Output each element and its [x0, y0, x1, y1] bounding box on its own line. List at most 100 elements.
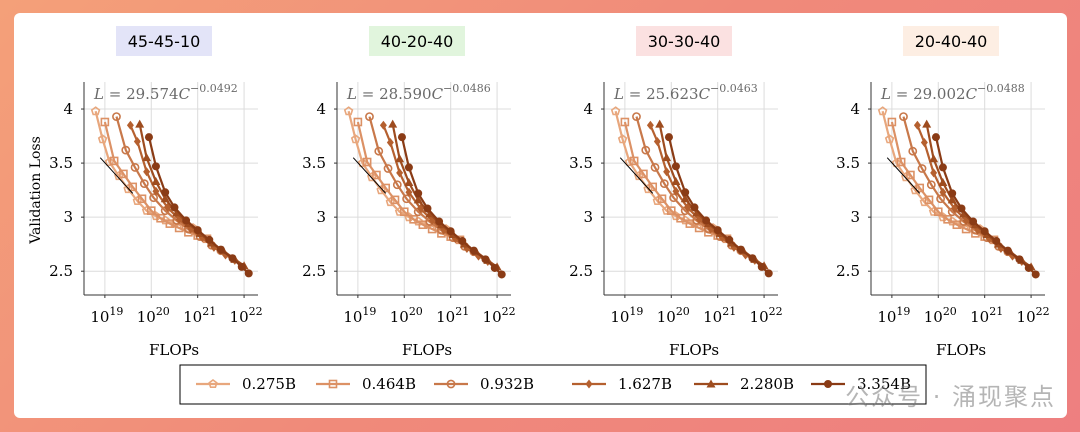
- data-point: [135, 119, 145, 128]
- legend-label: 3.354B: [857, 375, 911, 393]
- data-point: [653, 136, 661, 146]
- data-point: [877, 106, 888, 116]
- data-point: [643, 184, 653, 194]
- legend-label: 2.280B: [740, 375, 794, 393]
- fit-line: [886, 157, 921, 194]
- data-point: [652, 195, 663, 205]
- data-point: [901, 172, 911, 182]
- x-tick-label: 1019: [343, 305, 376, 326]
- panel-30-30-40: 30-30-40 2.5 3 3.5 4 1019 1020 1021 1022 FLOPs L =…: [569, 26, 783, 359]
- fit-formula: L = 28.590C−0.0486: [346, 82, 491, 103]
- panel-title-badge: [369, 26, 465, 56]
- x-axis-label: FLOPs: [936, 341, 986, 359]
- data-point: [663, 167, 671, 177]
- series-line: [129, 124, 236, 262]
- data-point: [694, 223, 704, 233]
- data-point: [133, 136, 141, 146]
- data-point: [144, 133, 153, 142]
- data-point: [137, 194, 147, 204]
- data-point: [617, 134, 628, 144]
- legend-item: 3.354B: [811, 375, 911, 393]
- data-point: [646, 120, 654, 130]
- data-point: [237, 262, 246, 271]
- data-point: [690, 203, 699, 212]
- legend-marker: [446, 379, 456, 389]
- y-tick-label: 4: [316, 100, 326, 118]
- data-point: [725, 235, 734, 244]
- data-point: [402, 194, 411, 204]
- x-tick-label: 1020: [657, 305, 690, 326]
- data-point: [947, 195, 957, 204]
- series-line: [667, 136, 770, 275]
- data-point: [139, 179, 149, 189]
- y-tick-label: 3.5: [836, 154, 860, 172]
- data-point: [374, 146, 384, 156]
- data-point: [109, 156, 119, 166]
- x-axis-label: FLOPs: [669, 341, 719, 359]
- data-point: [386, 138, 394, 148]
- series-3.354B: [144, 133, 253, 278]
- data-point: [388, 119, 398, 128]
- series-line: [382, 124, 489, 263]
- data-point: [152, 186, 160, 196]
- data-point: [399, 207, 409, 217]
- data-point: [205, 235, 214, 244]
- data-point: [659, 179, 669, 189]
- panel-title: 20-40-40: [915, 32, 988, 51]
- data-point: [119, 169, 128, 179]
- x-tick-label: 1021: [970, 305, 1003, 326]
- data-point: [404, 163, 413, 172]
- series-3.354B: [397, 133, 506, 279]
- data-point: [481, 255, 490, 264]
- data-point: [648, 182, 658, 192]
- data-point: [365, 112, 374, 121]
- legend-item: 1.627B: [572, 375, 672, 393]
- panel-title-badge: [903, 26, 999, 56]
- data-point: [362, 157, 372, 167]
- data-point: [130, 163, 140, 172]
- x-tick-label: 1021: [183, 305, 216, 326]
- data-point: [930, 168, 938, 178]
- fit-line: [619, 157, 654, 194]
- series-line: [400, 136, 503, 276]
- y-tick-label: 3: [63, 208, 73, 226]
- data-point: [891, 158, 902, 168]
- data-point: [664, 133, 673, 142]
- x-tick-label: 1019: [610, 305, 643, 326]
- data-point: [917, 164, 927, 173]
- data-point: [952, 220, 962, 230]
- x-tick-label: 1020: [390, 305, 423, 326]
- y-tick-label: 4: [583, 100, 593, 118]
- data-point: [409, 215, 418, 224]
- data-point: [123, 184, 133, 194]
- data-point: [992, 236, 1001, 245]
- data-point: [713, 226, 722, 235]
- y-tick-label: 2.5: [49, 262, 73, 280]
- panel-title: 30-30-40: [648, 32, 721, 51]
- data-point: [685, 219, 695, 228]
- x-tick-label: 1020: [924, 305, 957, 326]
- fit-formula: L = 29.002C−0.0488: [880, 82, 1025, 103]
- data-point: [681, 188, 690, 197]
- data-point: [680, 194, 690, 203]
- data-point: [920, 138, 928, 148]
- data-point: [376, 185, 386, 195]
- x-tick-label: 1019: [90, 305, 123, 326]
- x-tick-label: 1021: [436, 305, 469, 326]
- data-point: [385, 197, 396, 207]
- data-point: [193, 226, 202, 235]
- data-point: [244, 269, 253, 278]
- data-point: [666, 206, 676, 215]
- data-point: [172, 208, 182, 217]
- y-tick-label: 3: [316, 208, 326, 226]
- data-point: [90, 106, 101, 116]
- data-point: [748, 254, 757, 263]
- x-axis-label: FLOPs: [149, 341, 199, 359]
- data-point: [425, 209, 435, 218]
- data-point: [933, 207, 943, 217]
- data-point: [392, 180, 402, 190]
- data-point: [228, 254, 237, 263]
- data-point: [151, 176, 161, 185]
- data-point: [418, 220, 428, 230]
- legend-marker: [706, 379, 716, 388]
